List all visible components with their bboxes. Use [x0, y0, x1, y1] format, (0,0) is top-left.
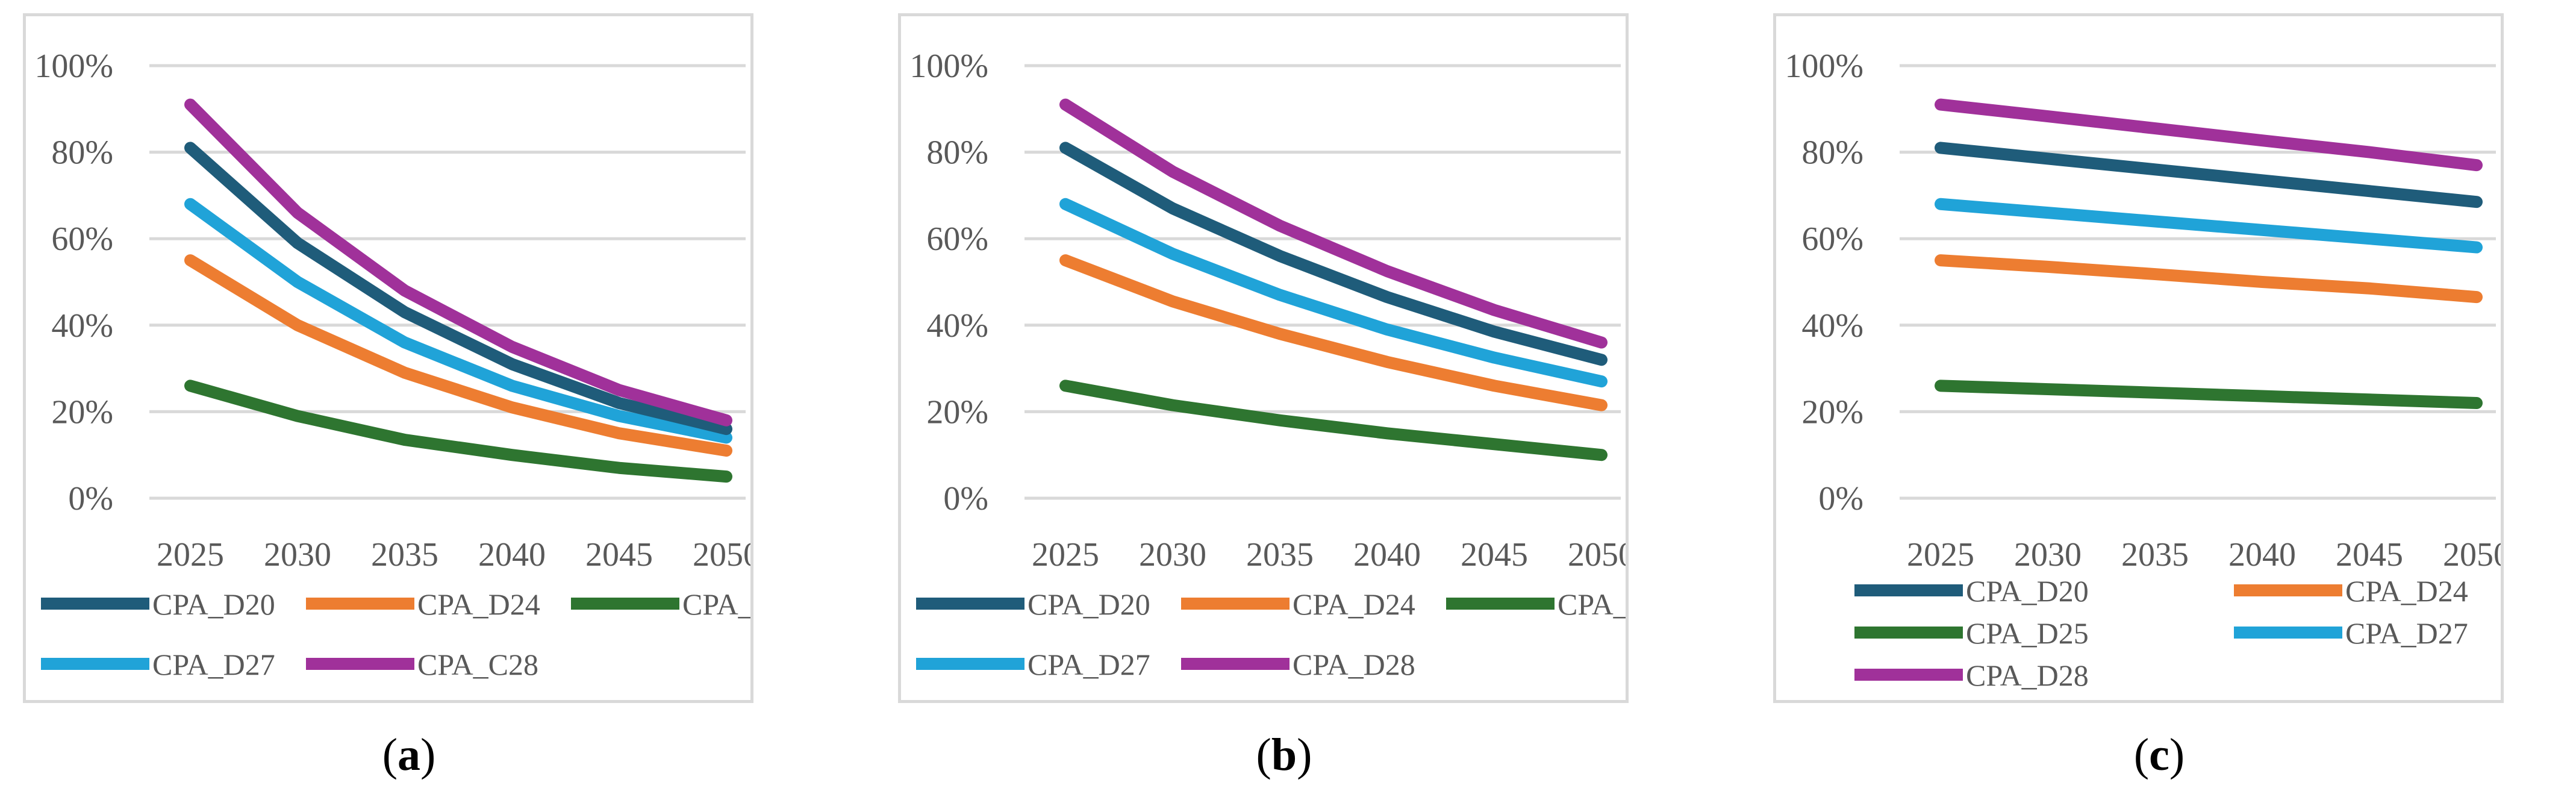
series-line-cpa-d25	[1935, 380, 2483, 410]
legend-label: CPA_D25	[1558, 587, 1626, 621]
chart-panel-c: 0% 20% 40% 60% 80% 100% 2025 2030 2035 2040 2045 20…	[1773, 13, 2504, 703]
legend-label: CPA_D27	[152, 648, 275, 681]
y-tick-label: 80%	[1801, 134, 1863, 172]
legend-label: CPA_D24	[417, 587, 540, 621]
legend-label: CPA_D28	[1966, 658, 2089, 692]
y-tick-label: 0%	[943, 480, 988, 517]
series-line-cpa-d28	[1935, 98, 2483, 172]
x-tick-label: 2040	[478, 536, 546, 574]
x-tick-label: 2025	[1907, 536, 1974, 574]
legend-label: CPA_D27	[1028, 648, 1150, 681]
x-tick-label: 2035	[371, 536, 438, 574]
y-tick-label: 20%	[926, 393, 988, 431]
y-tick-label: 60%	[1801, 220, 1863, 258]
series-line-cpa-d24	[184, 254, 732, 457]
y-tick-label: 20%	[51, 393, 113, 431]
y-tick-label: 40%	[926, 307, 988, 345]
x-tick-label: 2025	[1032, 536, 1099, 574]
legend-label: CPA_D28	[1293, 648, 1415, 681]
x-tick-label: 2050	[693, 536, 750, 574]
x-tick-label: 2030	[264, 536, 331, 574]
y-tick-label: 100%	[1785, 48, 1863, 85]
x-tick-label: 2045	[585, 536, 653, 574]
x-tick-label: 2045	[2336, 536, 2403, 574]
series-line-cpa-d20	[1059, 142, 1608, 366]
x-tick-label: 2025	[157, 536, 224, 574]
series-line-cpa-d20	[1935, 142, 2483, 208]
y-tick-label: 0%	[1818, 480, 1863, 517]
x-tick-label: 2035	[2121, 536, 2189, 574]
x-tick-label: 2045	[1461, 536, 1528, 574]
chart-a: 0% 20% 40% 60% 80% 100% 2025 2030 2035 2040 2045 20…	[34, 48, 750, 681]
series-line-cpa-d24	[1059, 254, 1608, 411]
y-tick-label: 80%	[51, 134, 113, 172]
legend-label: CPA_D27	[2345, 616, 2468, 650]
series-line-cpa-d25	[184, 380, 732, 483]
series-line-cpa-d27	[184, 198, 732, 444]
x-tick-label: 2040	[2228, 536, 2296, 574]
legend-label: CPA_D25	[682, 587, 750, 621]
chart-panel-a: 0% 20% 40% 60% 80% 100% 2025 2030 2035 2040 2045 20…	[23, 13, 753, 703]
x-tick-label: 2030	[2014, 536, 2082, 574]
x-tick-label: 2050	[1568, 536, 1626, 574]
caption-c: (c)	[2133, 730, 2185, 780]
caption-a: (a)	[382, 730, 436, 780]
y-tick-label: 60%	[51, 220, 113, 258]
y-tick-label: 100%	[34, 48, 113, 85]
legend-label: CPA_D20	[1028, 587, 1150, 621]
y-tick-label: 100%	[909, 48, 988, 85]
y-tick-label: 60%	[926, 220, 988, 258]
caption-b: (b)	[1256, 730, 1312, 780]
series-line-cpa-d20	[184, 142, 732, 436]
series-line-cpa-d27	[1059, 198, 1608, 388]
y-tick-label: 0%	[68, 480, 113, 517]
series-line-cpa-d24	[1935, 254, 2483, 304]
legend-label: CPA_D24	[1293, 587, 1415, 621]
y-tick-label: 40%	[1801, 307, 1863, 345]
chart-c: 0% 20% 40% 60% 80% 100% 2025 2030 2035 2040 2045 20…	[1785, 48, 2501, 692]
legend-label: CPA_C28	[417, 648, 538, 681]
legend-label: CPA_D20	[152, 587, 275, 621]
x-tick-label: 2040	[1353, 536, 1421, 574]
y-tick-label: 80%	[926, 134, 988, 172]
series-line-cpa-d28	[1059, 98, 1608, 349]
x-tick-label: 2035	[1246, 536, 1314, 574]
chart-panel-b: 0% 20% 40% 60% 80% 100% 2025 2030 2035 2040 2045 20…	[898, 13, 1629, 703]
y-tick-label: 40%	[51, 307, 113, 345]
legend-label: CPA_D25	[1966, 616, 2089, 650]
x-tick-label: 2050	[2443, 536, 2501, 574]
series-line-cpa-d27	[1935, 198, 2483, 254]
series-line-cpa-c28	[184, 98, 732, 427]
y-tick-label: 20%	[1801, 393, 1863, 431]
series-line-cpa-d25	[1059, 380, 1608, 461]
legend-label: CPA_D20	[1966, 574, 2089, 608]
legend-label: CPA_D24	[2345, 574, 2468, 608]
chart-b: 0% 20% 40% 60% 80% 100% 2025 2030 2035 2040 2045 20…	[909, 48, 1626, 681]
x-tick-label: 2030	[1139, 536, 1206, 574]
